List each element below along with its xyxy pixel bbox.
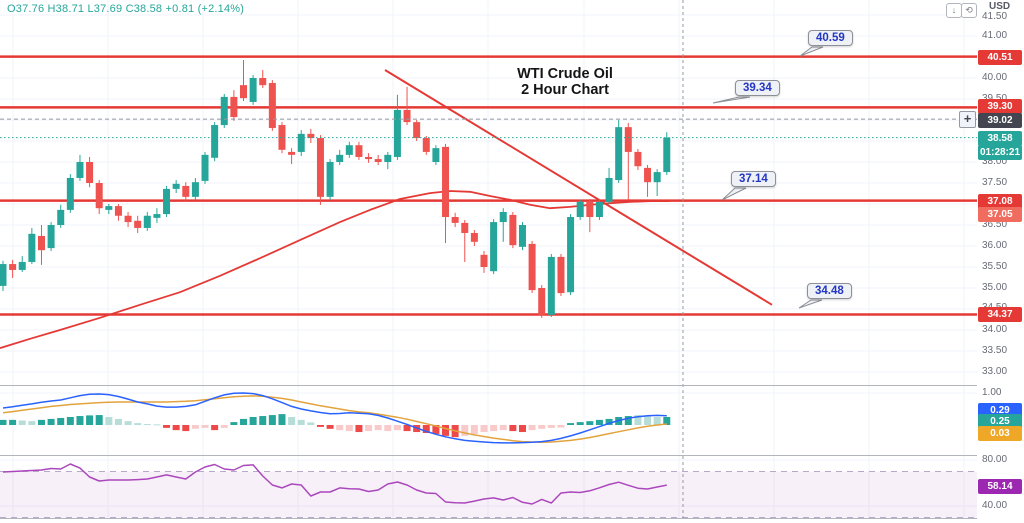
chart-title-line2: 2 Hour Chart: [521, 82, 609, 98]
price-axis-tick: 33.00: [982, 366, 1008, 377]
price-axis-badge: 39.02: [978, 112, 1022, 128]
price-axis-tick: 35.50: [982, 261, 1008, 272]
price-axis-tick: 40.00: [982, 500, 1008, 511]
crosshair-plus-icon[interactable]: +: [959, 111, 976, 128]
price-axis-tick: 34.00: [982, 324, 1008, 335]
price-axis-tick: 36.50: [982, 219, 1008, 230]
price-axis-badge: 01:28:21: [978, 144, 1022, 160]
reset-scale-icon[interactable]: ⟲: [961, 3, 977, 18]
price-axis-badge: 39.30: [978, 98, 1022, 114]
price-axis-tick: 37.50: [982, 177, 1008, 188]
price-axis-badge: 58.14: [978, 478, 1022, 494]
scroll-to-recent-button[interactable]: ↓: [946, 3, 962, 18]
price-axis-badge: 37.05: [978, 206, 1022, 222]
price-axis-tick: 41.50: [982, 11, 1008, 22]
price-axis-tick: 40.00: [982, 72, 1008, 83]
price-axis-badge: 34.37: [978, 306, 1022, 322]
price-callout-label[interactable]: 40.59: [808, 30, 853, 46]
price-callout-label[interactable]: 34.48: [807, 283, 852, 299]
price-axis-tick: 36.00: [982, 240, 1008, 251]
price-axis-badge: 37.08: [978, 193, 1022, 209]
price-axis-tick: 38.00: [982, 156, 1008, 167]
price-callout-label[interactable]: 37.14: [731, 171, 776, 187]
price-axis[interactable]: USD 41.5041.0040.0039.5038.0037.5036.503…: [977, 0, 1024, 523]
price-axis-badge: 0.03: [978, 425, 1022, 441]
chart-title-line1: WTI Crude Oil: [517, 66, 613, 82]
chart-title: WTI Crude Oil 2 Hour Chart: [440, 66, 690, 98]
price-axis-badge: 40.51: [978, 49, 1022, 65]
price-axis-tick: 1.00: [982, 387, 1002, 398]
price-axis-tick: 33.50: [982, 345, 1008, 356]
price-callout-label[interactable]: 39.34: [735, 80, 780, 96]
price-axis-badge: 38.58: [978, 130, 1022, 146]
currency-label: USD: [989, 1, 1011, 12]
price-axis-badge: 0.25: [978, 413, 1022, 429]
price-axis-tick: 35.00: [982, 282, 1008, 293]
ohlc-readout: O37.76 H38.71 L37.69 C38.58 +0.81 (+2.14…: [7, 3, 245, 15]
price-axis-tick: 80.00: [982, 454, 1008, 465]
price-axis-tick: 41.00: [982, 30, 1008, 41]
